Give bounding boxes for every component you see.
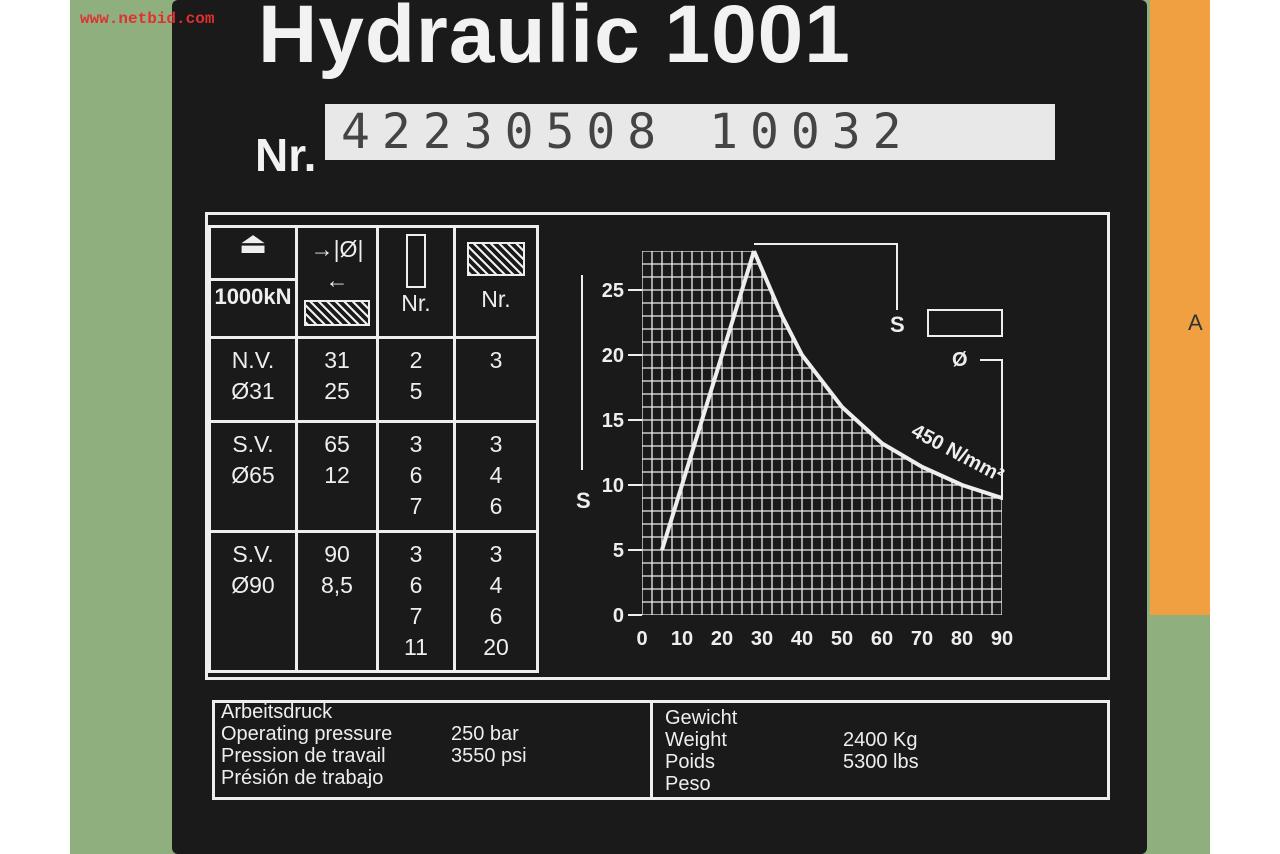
y-tick-label: 10 bbox=[602, 475, 624, 497]
workpiece-icon bbox=[927, 309, 1003, 337]
dimension-label-s: S bbox=[890, 312, 905, 337]
x-tick-label: 70 bbox=[911, 628, 933, 650]
x-tick-label: 30 bbox=[751, 628, 773, 650]
x-tick-label: 20 bbox=[711, 628, 733, 650]
y-tick-label: 0 bbox=[613, 605, 624, 627]
y-tick-label: 15 bbox=[602, 410, 624, 432]
header-diameter: →|Ø|← bbox=[295, 225, 379, 339]
orange-label bbox=[1150, 0, 1210, 615]
diagram-frame bbox=[205, 212, 1110, 680]
divider bbox=[650, 703, 653, 797]
x-tick-label: 50 bbox=[831, 628, 853, 650]
y-tick-label: 5 bbox=[613, 540, 624, 562]
x-tick-label: 40 bbox=[791, 628, 813, 650]
pressure-values: 250 bar 3550 psi bbox=[451, 723, 527, 767]
x-tick-label: 90 bbox=[991, 628, 1013, 650]
watermark: www.netbid.com bbox=[80, 10, 215, 28]
y-axis-label: S bbox=[576, 488, 591, 513]
die-icon bbox=[467, 242, 525, 276]
x-tick-label: 10 bbox=[671, 628, 693, 650]
pressure-labels: Arbeitsdruck Operating pressure Pression d… bbox=[221, 701, 393, 789]
y-tick-label: 25 bbox=[602, 280, 624, 302]
x-tick-label: 80 bbox=[951, 628, 973, 650]
y-tick-label: 20 bbox=[602, 345, 624, 367]
table-row: S.V. Ø90 90 8,5 3 6 7 11 3 4 6 20 bbox=[208, 530, 539, 673]
weight-labels: Gewicht Weight Poids Peso bbox=[665, 707, 738, 795]
punch-icon bbox=[406, 234, 426, 288]
x-tick-label: 0 bbox=[636, 628, 647, 650]
leader-line-dia bbox=[980, 359, 1003, 500]
serial-number: 42230508 10032 bbox=[325, 104, 1055, 160]
x-tick-label: 60 bbox=[871, 628, 893, 650]
stroke-line bbox=[660, 250, 756, 551]
leader-line-s bbox=[754, 243, 898, 310]
hatched-plate-icon bbox=[304, 300, 370, 326]
machine-title: Hydraulic 1001 bbox=[258, 0, 851, 80]
header-punch: Nr. bbox=[376, 225, 456, 339]
header-die: Nr. bbox=[453, 225, 539, 339]
weight-values: 2400 Kg 5300 lbs bbox=[843, 729, 919, 773]
diameter-icon: →|Ø|← bbox=[310, 236, 364, 293]
specs-box: Arbeitsdruck Operating pressure Pression d… bbox=[212, 700, 1110, 800]
header-force: ⏏ 1000kN bbox=[208, 225, 298, 339]
side-letter: A bbox=[1188, 310, 1203, 335]
dimension-label-dia: Ø bbox=[952, 349, 968, 371]
shear-curve bbox=[752, 250, 1003, 500]
serial-label: Nr. bbox=[255, 129, 317, 181]
press-icon: ⏏ bbox=[238, 227, 268, 260]
